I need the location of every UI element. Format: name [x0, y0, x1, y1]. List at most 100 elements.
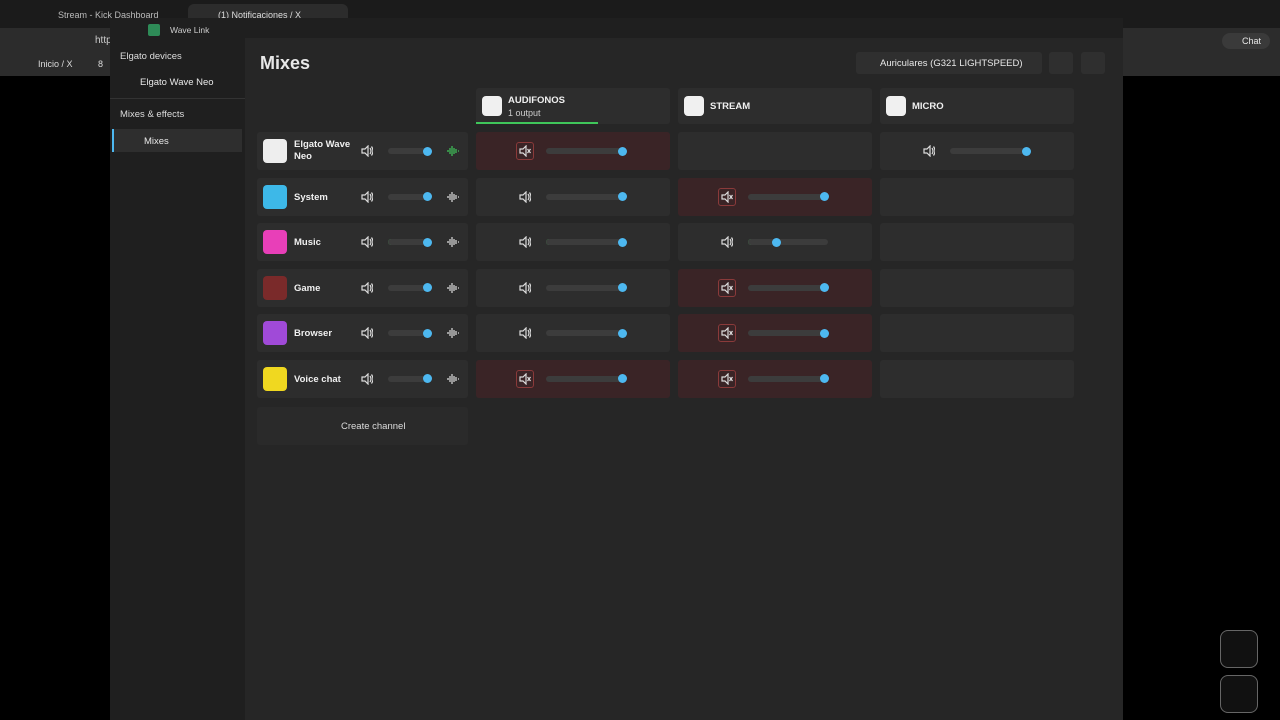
unmute-button[interactable]: [721, 281, 733, 294]
volume-button[interactable]: [361, 236, 373, 248]
collapse-button[interactable]: [1081, 52, 1105, 74]
slider-knob[interactable]: [618, 374, 628, 383]
slider-knob[interactable]: [423, 374, 433, 383]
unmute-button[interactable]: [519, 372, 531, 385]
share-button[interactable]: [1049, 52, 1073, 74]
slider-track: [388, 239, 432, 245]
sidebar-item[interactable]: Elgato Wave Neo: [140, 77, 214, 88]
mute-box: [516, 369, 534, 388]
volume-button[interactable]: [361, 145, 373, 157]
unmute-button[interactable]: [721, 190, 733, 203]
volume-button[interactable]: [721, 236, 733, 248]
slider-knob[interactable]: [618, 237, 628, 247]
volume-button[interactable]: [923, 145, 935, 157]
channel-icon: [263, 230, 287, 254]
slider-knob[interactable]: [820, 283, 830, 292]
sidebar-heading: Elgato devices: [120, 51, 182, 62]
unmute-button[interactable]: [721, 327, 733, 339]
channel-name: Music: [294, 237, 321, 248]
slider-knob[interactable]: [423, 237, 433, 247]
bookmark[interactable]: Inicio / X: [38, 59, 73, 69]
sidebar-item[interactable]: Mixes: [112, 129, 242, 152]
mute-box: [718, 278, 736, 297]
channel-name: Game: [294, 282, 321, 294]
channel-icon: [263, 184, 287, 209]
effects-button[interactable]: [447, 236, 459, 248]
slider-track: [388, 284, 432, 291]
mix-icon: [482, 96, 502, 116]
channel-icon: [263, 275, 287, 300]
mix-subtitle: 1 output: [508, 108, 541, 118]
create-channel-button[interactable]: Create channel: [257, 407, 468, 445]
slider-knob[interactable]: [618, 283, 628, 292]
mix-header: [880, 88, 1074, 124]
volume-button[interactable]: [361, 190, 373, 203]
slider-knob[interactable]: [820, 328, 830, 338]
effects-button[interactable]: [447, 191, 459, 203]
slider-knob[interactable]: [771, 237, 781, 247]
mix-cell: [880, 223, 1074, 261]
chat-label: Chat: [1242, 36, 1262, 46]
volume-button[interactable]: [519, 327, 531, 339]
mute-box: [718, 187, 736, 206]
slider-knob[interactable]: [820, 374, 830, 383]
slider-knob[interactable]: [423, 192, 433, 201]
app-icon: [148, 24, 160, 36]
effects-button[interactable]: [447, 145, 459, 157]
mix-icon: [886, 96, 906, 116]
slider-knob[interactable]: [618, 192, 628, 201]
mix-header: [476, 88, 670, 124]
mix-name: AUDIFONOS: [508, 95, 565, 106]
slider-track: [546, 239, 626, 245]
slider-track: [546, 193, 626, 200]
side-button[interactable]: [1220, 630, 1258, 668]
volume-button[interactable]: [519, 190, 531, 203]
volume-button[interactable]: [361, 281, 373, 294]
slider-knob[interactable]: [618, 328, 628, 338]
sidebar-item-label: Mixes: [144, 136, 169, 147]
window-title: Wave Link: [170, 25, 210, 35]
slider-knob[interactable]: [820, 192, 830, 201]
slider-knob[interactable]: [423, 283, 433, 292]
volume-button[interactable]: [519, 281, 531, 294]
chat-button[interactable]: Chat: [1222, 33, 1270, 49]
unmute-button[interactable]: [519, 145, 531, 157]
mute-box: [516, 142, 534, 160]
channel-icon: [263, 366, 287, 391]
mix-cell: [880, 314, 1074, 352]
volume-button[interactable]: [361, 372, 373, 385]
effects-button[interactable]: [447, 373, 459, 385]
unmute-button[interactable]: [721, 372, 733, 385]
slider-track: [388, 375, 432, 382]
channel-name: Browser: [294, 328, 333, 339]
side-button[interactable]: [1220, 675, 1258, 713]
volume-button[interactable]: [519, 236, 531, 248]
address-bar[interactable]: http: [95, 35, 112, 46]
output-device: Auriculares (G321 LIGHTSPEED): [880, 58, 1023, 69]
channel-icon: [263, 321, 287, 345]
slider-track: [748, 375, 828, 382]
slider-track: [546, 148, 626, 154]
channel-name: Voice chat: [294, 373, 341, 385]
effects-button[interactable]: [447, 282, 459, 294]
slider-knob[interactable]: [618, 146, 628, 156]
slider-track: [748, 330, 828, 336]
divider: [110, 98, 245, 99]
slider-knob[interactable]: [423, 328, 433, 338]
mute-box: [718, 369, 736, 388]
mix-cell: [880, 268, 1074, 307]
add-mix-button[interactable]: [1082, 88, 1104, 124]
mix-name: MICRO: [912, 101, 944, 112]
output-selector[interactable]: Auriculares (G321 LIGHTSPEED): [856, 52, 1042, 74]
page-title: Mixes: [260, 53, 311, 73]
mute-box: [718, 324, 736, 342]
bookmark[interactable]: 8: [98, 59, 104, 69]
mix-active-bar: [476, 122, 598, 124]
slider-knob[interactable]: [423, 146, 433, 156]
volume-button[interactable]: [361, 327, 373, 339]
mix-cell: [880, 359, 1074, 398]
slider-track: [546, 375, 626, 382]
slider-knob[interactable]: [1021, 146, 1031, 156]
effects-button[interactable]: [447, 327, 459, 339]
